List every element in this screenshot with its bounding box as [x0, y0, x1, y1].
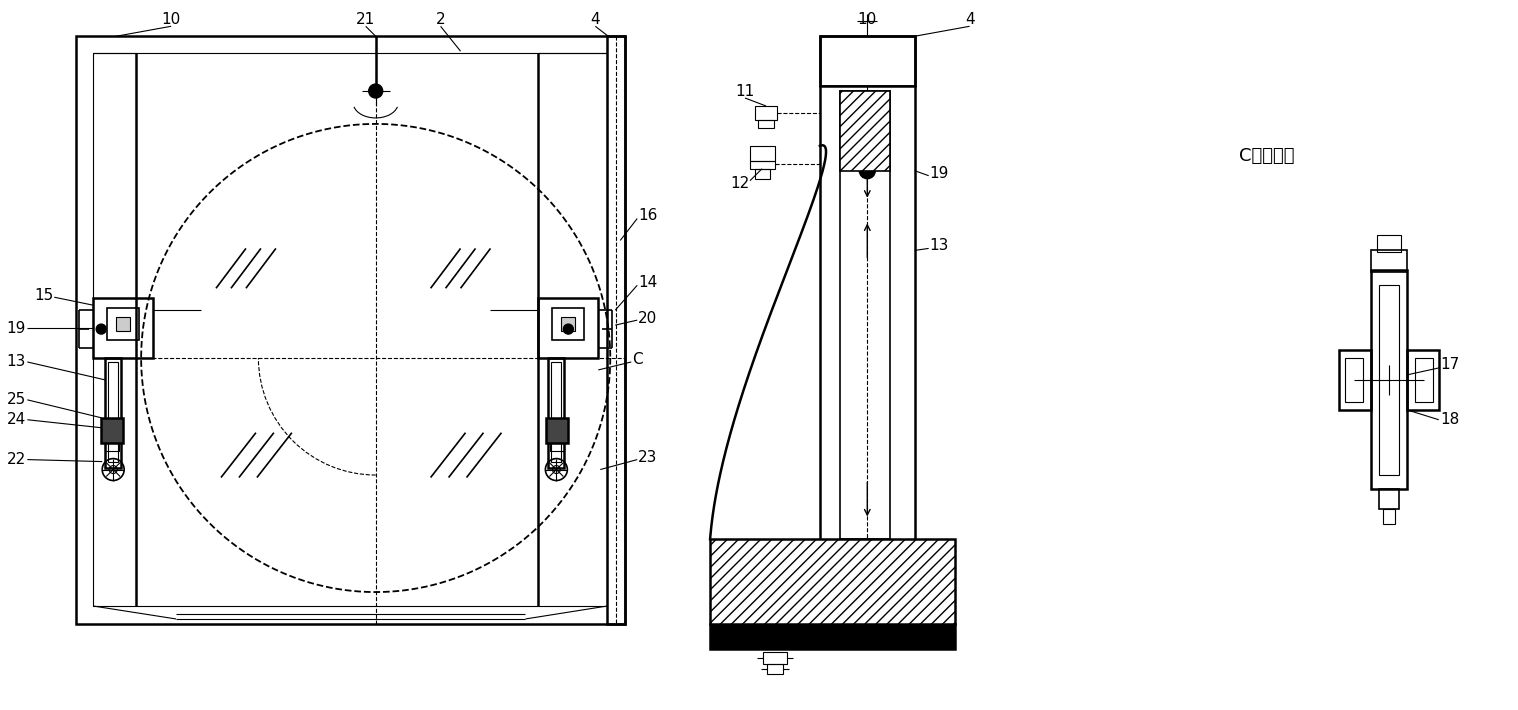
Text: 19: 19	[6, 321, 26, 336]
Text: 2: 2	[436, 12, 445, 27]
Text: 15: 15	[33, 288, 53, 302]
Bar	[539, 298, 598, 358]
Bar	[551, 442, 565, 451]
Circle shape	[563, 324, 574, 334]
Bar	[820, 36, 915, 86]
Bar	[1371, 251, 1407, 273]
Bar	[105, 442, 120, 451]
Circle shape	[96, 324, 106, 334]
Text: 20: 20	[638, 311, 657, 326]
Bar	[1339, 350, 1371, 410]
Text: 22: 22	[6, 452, 26, 467]
Bar	[607, 36, 625, 624]
Text: 11: 11	[735, 84, 754, 99]
Text: 13: 13	[6, 354, 26, 369]
Bar	[839, 91, 890, 540]
Text: 17: 17	[1441, 357, 1460, 373]
Bar	[839, 91, 890, 170]
Bar	[1407, 350, 1439, 410]
Bar	[562, 317, 575, 331]
Bar	[754, 169, 770, 179]
Text: 14: 14	[638, 275, 657, 290]
Bar	[551, 362, 562, 462]
Bar	[1371, 271, 1407, 489]
Bar	[710, 540, 955, 624]
Bar	[117, 317, 131, 331]
Bar	[546, 417, 568, 442]
Circle shape	[859, 163, 876, 179]
Text: 4: 4	[965, 12, 975, 27]
Bar	[108, 308, 140, 340]
Text: 19: 19	[929, 166, 949, 181]
Bar	[767, 664, 783, 674]
Text: 23: 23	[638, 450, 657, 465]
Bar	[93, 298, 153, 358]
Text: 16: 16	[638, 208, 657, 223]
Text: C: C	[631, 352, 642, 368]
Bar	[820, 36, 915, 624]
Bar	[757, 120, 774, 128]
Bar	[553, 308, 584, 340]
Text: 12: 12	[730, 176, 750, 191]
Bar	[102, 417, 123, 442]
Text: C局部放大: C局部放大	[1239, 147, 1295, 165]
Text: 21: 21	[357, 12, 375, 27]
Bar	[750, 146, 776, 160]
Text: 13: 13	[929, 238, 949, 253]
Text: 10: 10	[161, 12, 181, 27]
Bar	[76, 36, 625, 624]
Bar	[1383, 509, 1395, 524]
Text: 24: 24	[6, 413, 26, 427]
Circle shape	[369, 84, 383, 98]
Bar	[754, 106, 777, 120]
Bar	[548, 358, 565, 468]
Text: 25: 25	[6, 393, 26, 408]
Bar	[1378, 285, 1398, 474]
Text: 4: 4	[591, 12, 600, 27]
Text: 18: 18	[1441, 413, 1460, 427]
Bar	[764, 652, 786, 664]
Bar	[710, 624, 955, 649]
Bar	[1345, 358, 1363, 402]
Text: 10: 10	[858, 12, 877, 27]
Bar	[93, 53, 607, 606]
Bar	[105, 358, 121, 468]
Bar	[1378, 489, 1398, 509]
Bar	[750, 160, 776, 169]
Bar	[1377, 236, 1401, 252]
Bar	[1415, 358, 1433, 402]
Bar	[108, 362, 118, 462]
